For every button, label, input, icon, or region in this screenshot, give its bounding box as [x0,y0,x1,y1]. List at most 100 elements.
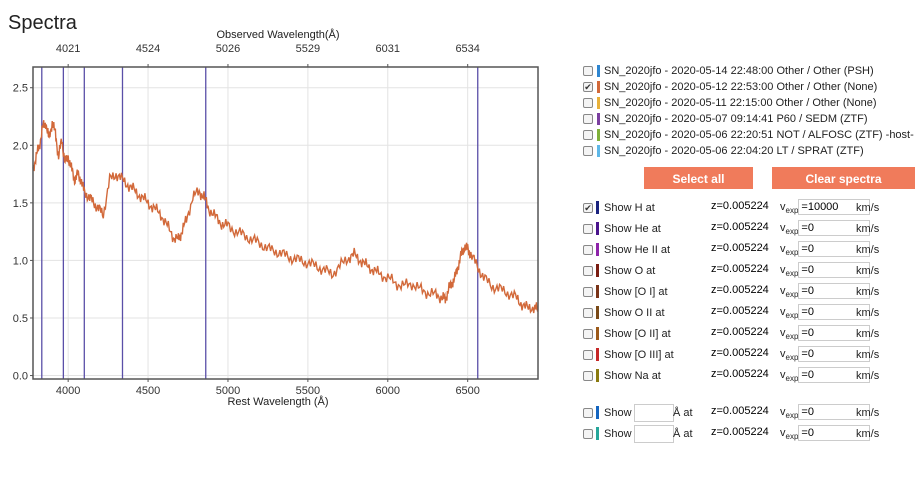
color-swatch [596,406,599,419]
y-tick-label: 2.0 [13,140,28,152]
vexp-label: vexp [780,427,799,442]
redshift-field[interactable] [709,304,775,318]
velocity-field[interactable] [798,220,871,236]
y-tick-label: 1.0 [13,255,28,267]
y-tick-label: 1.5 [13,198,28,210]
line-markers [41,67,479,379]
spectrum-checkbox[interactable] [583,66,593,76]
clear-spectra-selection-button[interactable]: Clear spectra selection [772,167,915,208]
color-swatch [597,145,600,157]
angstrom-at-label: Å at [673,407,693,419]
redshift-field[interactable] [709,199,775,213]
color-swatch [597,129,600,141]
x-tick-label: 4000 [56,385,80,397]
vexp-label: vexp [780,285,799,300]
select-all-spectra-button[interactable]: Select all spectra [644,167,753,208]
redshift-field[interactable] [709,262,775,276]
unit-label: km/s [856,286,880,298]
line-checkbox[interactable] [583,329,593,339]
velocity-field[interactable] [798,304,871,320]
chart-grid [33,67,538,379]
spectrum-list-item[interactable]: SN_2020jfo - 2020-05-06 22:20:51 NOT / A… [583,127,914,143]
custom-wavelength-input[interactable] [634,425,674,443]
line-row: Show He II at vexp km/s [583,241,913,262]
spectrum-list-item[interactable]: SN_2020jfo - 2020-05-06 22:04:20 LT / SP… [583,143,914,159]
unit-label: km/s [856,244,880,256]
line-checkbox[interactable] [583,308,593,318]
redshift-field[interactable] [709,425,775,439]
redshift-field[interactable] [709,404,775,418]
vexp-label: vexp [780,348,799,363]
spectrum-list-item[interactable]: ✔ SN_2020jfo - 2020-05-12 22:53:00 Other … [583,79,914,95]
spectrum-label: SN_2020jfo - 2020-05-06 22:20:51 NOT / A… [604,129,914,141]
spectrum-line [32,120,539,314]
line-checkbox[interactable]: ✔ [583,202,593,213]
velocity-field[interactable] [798,404,871,420]
plot-frame [32,66,539,380]
redshift-field[interactable] [709,325,775,339]
spectrum-label: SN_2020jfo - 2020-05-06 22:04:20 LT / SP… [604,145,864,157]
color-swatch [596,306,599,319]
color-swatch [596,264,599,277]
line-label: Show H at [604,202,655,214]
vexp-label: vexp [780,369,799,384]
redshift-field[interactable] [709,241,775,255]
color-swatch [596,348,599,361]
page-title: Spectra [8,12,77,34]
line-checkbox[interactable] [583,245,593,255]
line-row: Show He at vexp km/s [583,220,913,241]
spectrum-chart[interactable]: 0.0 0.5 1.0 1.5 2.0 2.5 4000 4500 5000 5500 6000 6… [0,0,560,420]
line-checkbox[interactable] [583,371,593,381]
line-row: ✔ Show H at vexp km/s [583,199,913,220]
unit-label: km/s [856,349,880,361]
line-checkbox[interactable] [583,429,593,439]
unit-label: km/s [856,307,880,319]
velocity-field[interactable] [798,346,871,362]
spectrum-list-item[interactable]: SN_2020jfo - 2020-05-11 22:15:00 Other /… [583,95,914,111]
color-swatch [596,427,599,440]
top-axis-label: Observed Wavelength(Å) [216,28,339,41]
line-row: Show [O I] at vexp km/s [583,283,913,304]
top-tick-label: 5026 [216,43,240,55]
line-checkbox[interactable] [583,408,593,418]
spectrum-list-item[interactable]: SN_2020jfo - 2020-05-07 09:14:41 P60 / S… [583,111,914,127]
velocity-field[interactable] [798,283,871,299]
x-axis-label: Rest Wavelength (Å) [227,395,328,408]
line-checkbox[interactable] [583,350,593,360]
velocity-field[interactable] [798,241,871,257]
line-checkbox[interactable] [583,266,593,276]
spectrum-checkbox[interactable] [583,98,593,108]
vexp-label: vexp [780,306,799,321]
line-row: Show O at vexp km/s [583,262,913,283]
line-row: Show Na at vexp km/s [583,367,913,388]
spectrum-checkbox[interactable] [583,114,593,124]
y-tick-label: 0.5 [13,313,28,325]
redshift-field[interactable] [709,220,775,234]
redshift-field[interactable] [709,346,775,360]
redshift-field[interactable] [709,367,775,381]
spectrum-list-item[interactable]: SN_2020jfo - 2020-05-14 22:48:00 Other /… [583,63,914,79]
spectrum-series [32,120,539,314]
y-tick-label: 2.5 [13,83,28,95]
velocity-field[interactable] [798,199,871,215]
line-checkbox[interactable] [583,287,593,297]
redshift-field[interactable] [709,283,775,297]
velocity-field[interactable] [798,425,871,441]
unit-label: km/s [856,202,880,214]
velocity-field[interactable] [798,262,871,278]
top-tick-label: 6534 [455,43,479,55]
color-swatch [596,201,599,214]
line-label: Show He at [604,223,661,235]
line-checkbox[interactable] [583,224,593,234]
line-label: Show He II at [604,244,671,256]
x-tick-label: 6500 [455,385,479,397]
velocity-field[interactable] [798,367,871,383]
custom-wavelength-input[interactable] [634,404,674,422]
spectrum-checkbox[interactable] [583,146,593,156]
spectrum-checkbox[interactable]: ✔ [583,81,593,92]
spectrum-checkbox[interactable] [583,130,593,140]
line-label: Show [O II] at [604,328,671,340]
x-tick-label: 5000 [216,385,240,397]
velocity-field[interactable] [798,325,871,341]
